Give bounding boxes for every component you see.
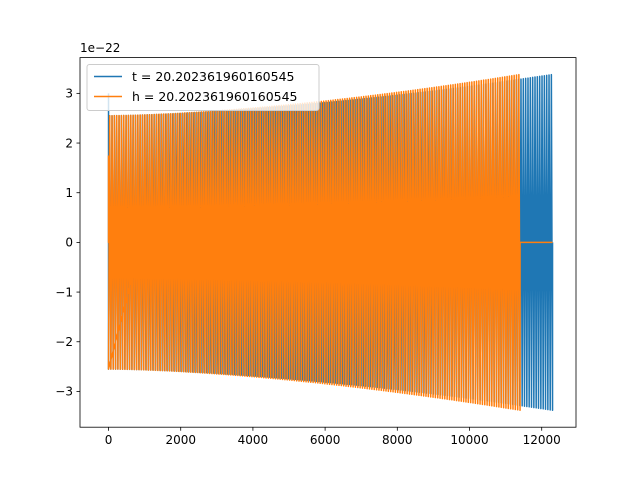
y-offset-text: 1e−22	[80, 41, 120, 55]
x-tick-label: 8000	[382, 433, 413, 447]
series-line-h	[107, 73, 553, 412]
y-tick-label: 3	[65, 87, 73, 101]
x-tick-label: 12000	[523, 433, 561, 447]
axes-layer: 0 2000 4000 6000 8000 10000 12000 −3 −2 −1 0 1 2 3	[55, 57, 577, 447]
legend-entry: t = 20.202361960160545	[132, 69, 295, 84]
y-tick-label: −1	[55, 285, 73, 299]
legend: t = 20.202361960160545 h = 20.20236196016…	[86, 64, 320, 111]
y-tick-label: −2	[55, 335, 73, 349]
y-tick-label: 0	[65, 236, 73, 250]
x-tick-label: 2000	[165, 433, 196, 447]
x-tick-label: 0	[105, 433, 113, 447]
legend-entry: h = 20.202361960160545	[132, 89, 298, 104]
legend-box	[86, 64, 320, 111]
y-tick-label: 1	[65, 186, 73, 200]
x-tick-label: 4000	[238, 433, 269, 447]
x-tick-label: 10000	[450, 433, 488, 447]
series-layer	[107, 73, 554, 412]
y-tick-label: −3	[55, 385, 73, 399]
x-tick-label: 6000	[310, 433, 341, 447]
y-tick-label: 2	[65, 136, 73, 150]
